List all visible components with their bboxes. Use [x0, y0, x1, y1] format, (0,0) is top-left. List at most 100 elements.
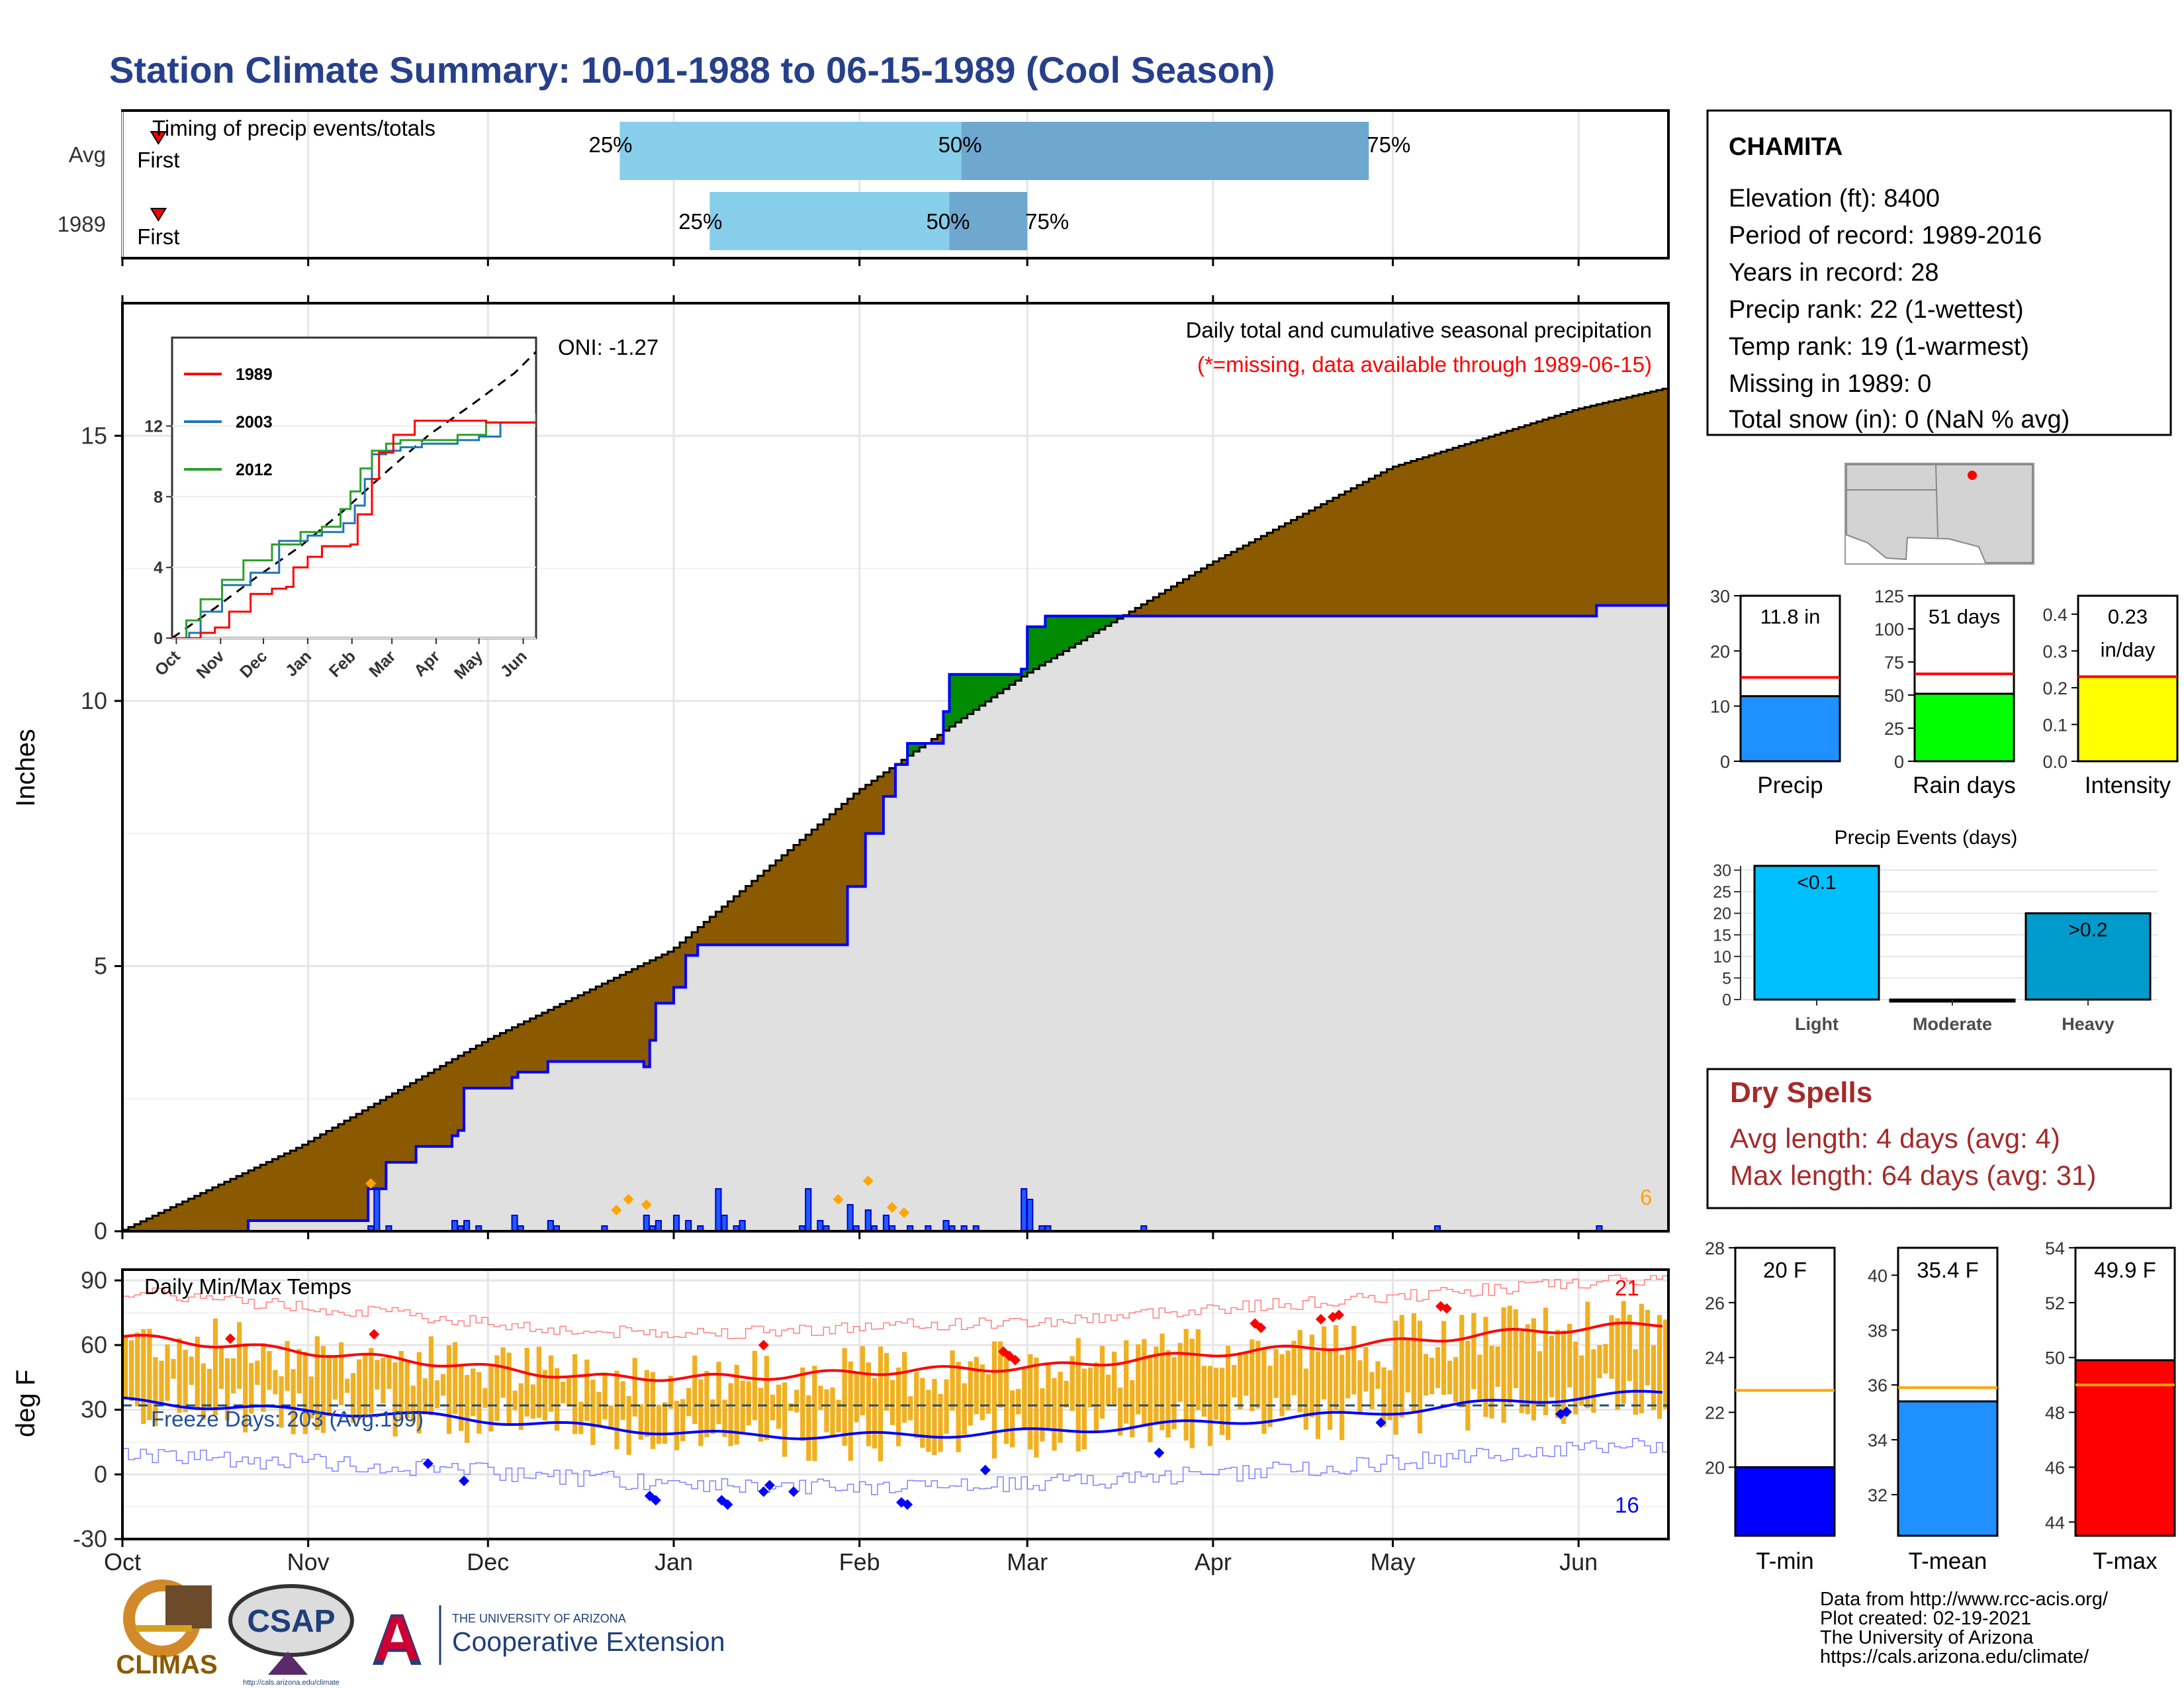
daily-temp-bar	[165, 1344, 170, 1401]
precip-deficit-area	[320, 1134, 327, 1221]
precip-deficit-area	[1212, 561, 1220, 616]
daily-temp-bar	[363, 1354, 368, 1418]
daily-temp-bar	[878, 1346, 884, 1462]
daily-temp-bar	[387, 1356, 392, 1389]
daily-temp-bar	[524, 1348, 529, 1417]
temp-bar-label: T-min	[1756, 1548, 1814, 1574]
precip-deficit-area	[200, 1193, 207, 1231]
precip-deficit-area	[667, 951, 674, 1004]
precip-deficit-area	[1530, 423, 1537, 616]
temp-bar-ytick-label: 38	[1868, 1321, 1888, 1340]
precip-deficit-area	[1279, 526, 1286, 616]
precip-deficit-area	[769, 865, 776, 945]
daily-temp-bar	[1597, 1344, 1602, 1378]
daily-temp-bar	[459, 1366, 464, 1431]
daily-temp-bar	[848, 1361, 853, 1461]
precip-deficit-area	[619, 974, 627, 1062]
precip-deficit-area	[841, 804, 848, 945]
precip-deficit-area	[380, 1100, 387, 1189]
daily-temp-bar	[1621, 1301, 1626, 1404]
daily-precip-bar	[373, 1188, 381, 1231]
daily-temp-bar	[518, 1383, 523, 1430]
daily-temp-bar	[1645, 1309, 1651, 1385]
daily-temp-bar	[129, 1340, 134, 1401]
daily-temp-bar	[1579, 1355, 1584, 1406]
daily-temp-bar	[1165, 1350, 1171, 1438]
temp-ytick-label: 0	[94, 1460, 107, 1487]
daily-temp-bar	[1465, 1340, 1471, 1430]
daily-temp-bar	[626, 1395, 631, 1455]
daily-temp-bar	[465, 1375, 470, 1443]
events-ytick-label: 15	[1713, 926, 1731, 945]
daily-temp-bar	[1633, 1349, 1638, 1415]
precip-deficit-area	[1465, 444, 1471, 616]
inset-line-2012	[172, 413, 536, 638]
temp-ytick-label: -30	[73, 1525, 107, 1552]
daily-temp-bar	[1219, 1368, 1225, 1435]
daily-temp-bar	[153, 1357, 158, 1427]
csap-url: http://cals.arizona.edu/climate	[243, 1679, 340, 1687]
daily-temp-bar	[1267, 1366, 1273, 1427]
daily-temp-bar	[1357, 1360, 1363, 1414]
daily-precip-bar	[1026, 1198, 1034, 1231]
precip-deficit-area	[1572, 410, 1579, 616]
daily-temp-bar	[914, 1372, 919, 1438]
precip-surplus-area	[907, 743, 914, 756]
mini-bar-value-unit: in/day	[2101, 638, 2156, 661]
daily-temp-bar	[1028, 1354, 1033, 1450]
precip-deficit-area	[1471, 442, 1477, 616]
daily-temp-bar	[950, 1350, 955, 1411]
precip-deficit-area	[451, 1059, 459, 1136]
precip-deficit-area	[817, 824, 824, 945]
daily-precip-bar	[882, 1214, 890, 1231]
precip-deficit-area	[794, 845, 800, 945]
daily-temp-bar	[1285, 1350, 1291, 1411]
precip-deficit-area	[1267, 532, 1274, 616]
daily-temp-bar	[782, 1382, 788, 1457]
daily-temp-bar	[206, 1368, 212, 1411]
daily-temp-bar	[824, 1389, 829, 1432]
daily-temp-bar	[1573, 1341, 1578, 1415]
daily-temp-bar	[255, 1360, 260, 1385]
precip-deficit-area	[1255, 539, 1261, 616]
daily-temp-bar	[932, 1379, 937, 1456]
precip-deficit-area	[1512, 429, 1520, 616]
record-high-marker	[1315, 1313, 1326, 1325]
climas-logo: CLIMAS	[116, 1579, 218, 1679]
timing-title: Timing of precip events/totals	[152, 116, 435, 140]
precip-surplus-area	[1039, 626, 1046, 666]
daily-temp-bar	[212, 1318, 218, 1415]
daily-temp-bar	[267, 1350, 272, 1390]
daily-temp-bar	[1609, 1315, 1614, 1379]
precip-deficit-area	[206, 1190, 213, 1231]
heavy-precip-marker	[886, 1201, 897, 1213]
events-ytick-label: 25	[1713, 883, 1731, 902]
heavy-precip-marker	[899, 1207, 910, 1218]
daily-temp-bar	[1603, 1344, 1608, 1374]
observed-cumulative-fill	[122, 605, 1668, 1231]
daily-temp-bar	[261, 1343, 266, 1412]
timing-bar-q50-q75	[961, 122, 1369, 180]
daily-temp-bar	[1519, 1331, 1524, 1413]
heavy-precip-marker	[641, 1199, 652, 1210]
daily-temp-bar	[1411, 1313, 1416, 1414]
events-ytick-label: 0	[1722, 991, 1731, 1009]
daily-temp-bar	[638, 1404, 643, 1440]
daily-temp-bar	[1148, 1354, 1153, 1442]
daily-temp-bar	[195, 1336, 200, 1411]
precip-deficit-area	[1453, 447, 1459, 616]
daily-temp-bar	[1099, 1346, 1105, 1419]
precip-deficit-area	[698, 927, 704, 945]
daily-temp-bar	[1040, 1388, 1045, 1442]
daily-temp-bar	[734, 1364, 739, 1445]
precip-deficit-area	[176, 1204, 183, 1231]
daily-temp-bar	[1327, 1349, 1333, 1430]
inset-ytick-label: 0	[154, 630, 163, 648]
station-location-dot	[1968, 471, 1977, 480]
precip-deficit-area	[1375, 475, 1381, 616]
daily-temp-bar	[1273, 1349, 1279, 1398]
precip-deficit-area	[494, 1035, 501, 1088]
daily-temp-bar	[1567, 1323, 1572, 1387]
daily-temp-bar	[332, 1356, 338, 1400]
daily-temp-bar	[1046, 1364, 1051, 1431]
